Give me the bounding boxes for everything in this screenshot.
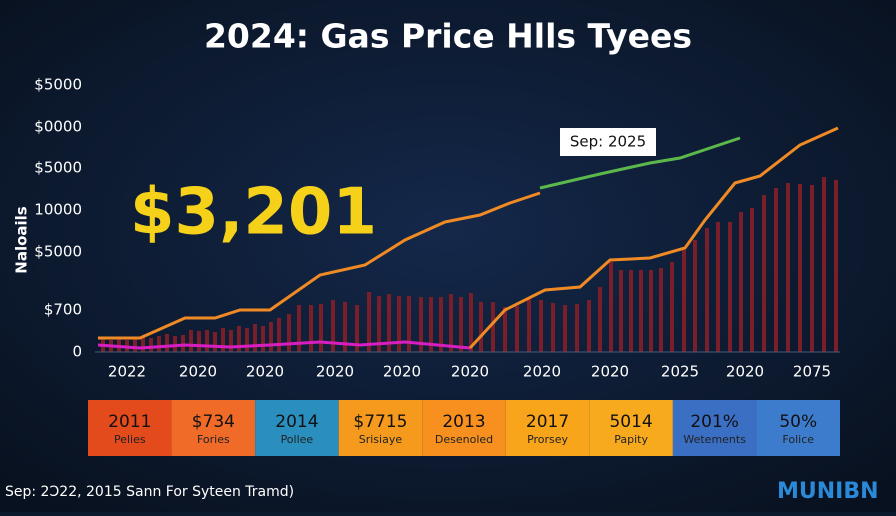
x-tick-label: 2020 xyxy=(591,363,629,381)
x-tick-label: 2020 xyxy=(523,363,561,381)
annotation: Sep: 2025 xyxy=(570,133,646,151)
line-green xyxy=(539,136,741,190)
tile xyxy=(589,400,673,456)
title: 2024: Gas Price Hlls Tyees xyxy=(204,17,692,56)
tile-value: 50% xyxy=(779,412,817,432)
y-axis-label: Naloails xyxy=(13,206,31,274)
annotation-box xyxy=(560,128,656,156)
tile xyxy=(88,400,172,456)
tile-label: Desenoled xyxy=(435,433,493,446)
tile-value: 2017 xyxy=(526,412,569,432)
y-tick-label: $700 xyxy=(44,301,82,319)
x-tick-label: 2020 xyxy=(726,363,764,381)
tile-label: Pelies xyxy=(114,433,146,446)
line-orange-2 xyxy=(468,126,839,350)
line-orange xyxy=(98,191,541,340)
y-tick-label: 0 xyxy=(72,343,82,361)
tile xyxy=(505,400,590,456)
tile-value: 2013 xyxy=(442,412,485,432)
tile xyxy=(255,400,339,456)
tile-label: Wetements xyxy=(683,433,746,446)
y-tick-label: $5000 xyxy=(34,76,82,94)
tile-label: Papity xyxy=(614,433,648,446)
x-tick-label: 2020 xyxy=(246,363,284,381)
x-tick-label: 2075 xyxy=(793,363,831,381)
y-tick-label: 10000 xyxy=(34,201,82,219)
highlight-value: $3,201 xyxy=(130,176,377,250)
x-tick-label: 2020 xyxy=(179,363,217,381)
logo: MUNIBN xyxy=(777,479,879,504)
x-tick-label: 2025 xyxy=(661,363,699,381)
tile-label: Fories xyxy=(197,433,230,446)
x-tick-label: 2020 xyxy=(383,363,421,381)
tile-value: 2014 xyxy=(275,412,318,432)
tile xyxy=(171,400,256,456)
tile xyxy=(338,400,423,456)
tile-value: $734 xyxy=(192,412,235,432)
y-tick-label: $0000 xyxy=(34,118,82,136)
tile-label: Prorsey xyxy=(527,433,568,446)
tile-value: 201% xyxy=(690,412,739,432)
footer: Sep: 2Ͻ22, 2015 Sann For Syteen Tramd) xyxy=(5,484,294,500)
tile xyxy=(756,400,840,456)
tile-label: Folice xyxy=(782,433,814,446)
y-tick-label: $5000 xyxy=(34,243,82,261)
x-tick-label: 2020 xyxy=(316,363,354,381)
tile-label: Srisiaye xyxy=(359,433,403,446)
tile-value: 2011 xyxy=(108,412,151,432)
x-tick-label: 2020 xyxy=(451,363,489,381)
tile xyxy=(672,400,757,456)
line-magenta xyxy=(97,340,471,350)
tile xyxy=(422,400,506,456)
tile-value: 5014 xyxy=(609,412,652,432)
x-tick-label: 2022 xyxy=(108,363,146,381)
y-tick-label: $5000 xyxy=(34,159,82,177)
tile-label: Pollee xyxy=(281,433,314,446)
tile-value: $7715 xyxy=(353,412,407,432)
